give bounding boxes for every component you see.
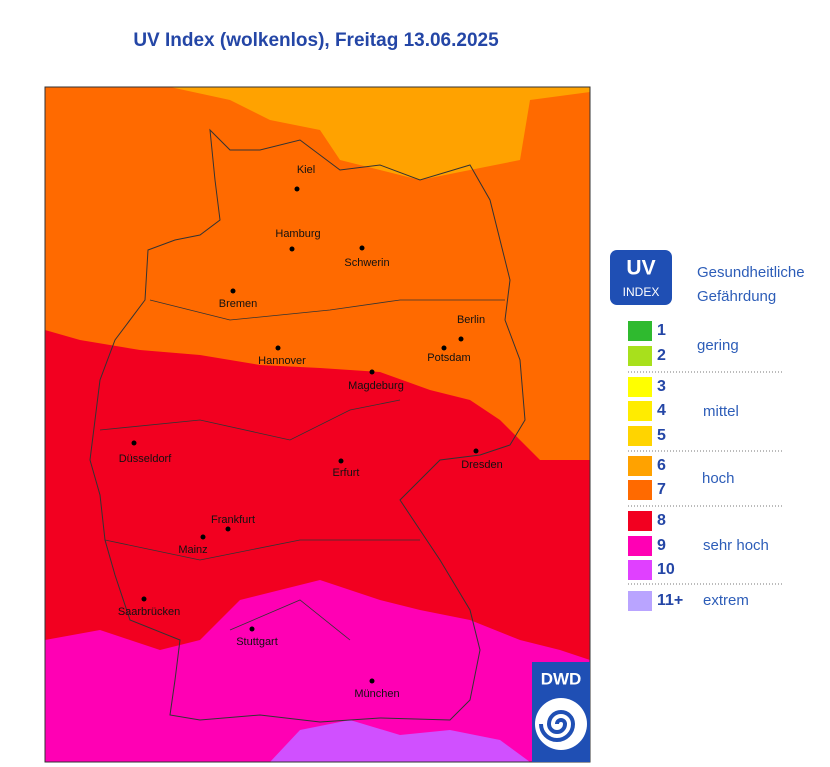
- city-label: München: [354, 688, 399, 700]
- city-dot: [225, 526, 231, 532]
- map-frame: [44, 86, 591, 763]
- level-swatch: [628, 536, 652, 556]
- badge-subtitle: INDEX: [623, 285, 660, 299]
- state-borders: [99, 299, 505, 641]
- city-label: Magdeburg: [348, 380, 404, 392]
- dwd-logo: DWD: [532, 662, 590, 762]
- level-label: 11+: [657, 592, 683, 609]
- logo-text: DWD: [541, 669, 582, 688]
- city-label: Kiel: [297, 164, 315, 176]
- city-label: Frankfurt: [211, 514, 255, 526]
- germany-outline: [89, 128, 526, 723]
- city-dot: [359, 245, 365, 251]
- city-dot: [473, 448, 479, 454]
- level-label: 2: [657, 347, 666, 364]
- legend-heading: Gefährdung: [697, 288, 776, 305]
- group-label: sehr hoch: [703, 537, 769, 554]
- city-dot: [230, 288, 236, 294]
- city-label: Berlin: [457, 314, 485, 326]
- cities: Kiel Hamburg Schwerin Bremen Berlin Potsdam Ha…: [118, 164, 503, 700]
- level-label: 9: [657, 537, 666, 554]
- level-swatch: [628, 426, 652, 446]
- city-label: Erfurt: [333, 467, 360, 479]
- map: [45, 87, 590, 762]
- level-label: 3: [657, 378, 666, 395]
- level-label: 1: [657, 322, 666, 339]
- badge-title: UV: [626, 257, 655, 280]
- level-label: 5: [657, 427, 666, 444]
- uv-badge: [610, 250, 672, 305]
- level-swatch: [628, 456, 652, 476]
- level-label: 10: [657, 561, 675, 578]
- level-swatch: [628, 346, 652, 366]
- city-label: Düsseldorf: [119, 453, 173, 465]
- level-swatch: [628, 321, 652, 341]
- city-dot: [369, 369, 375, 375]
- city-dot: [275, 345, 281, 351]
- legend: UV INDEX Gesundheitliche Gefährdung 1 2 3 4…: [610, 250, 805, 611]
- city-label: Dresden: [461, 459, 503, 471]
- level-label: 8: [657, 512, 666, 529]
- city-dot: [249, 626, 255, 632]
- level-swatch: [628, 480, 652, 500]
- group-label: gering: [697, 337, 739, 354]
- city-label: Hannover: [258, 355, 306, 367]
- city-label: Saarbrücken: [118, 606, 180, 618]
- city-label: Schwerin: [344, 257, 389, 269]
- level-swatch: [628, 511, 652, 531]
- city-dot: [458, 336, 464, 342]
- city-dot: [289, 246, 295, 252]
- level-swatch: [628, 591, 652, 611]
- group-label: mittel: [703, 403, 739, 420]
- level-swatch: [628, 560, 652, 580]
- zone-6: [170, 87, 590, 180]
- city-dot: [441, 345, 447, 351]
- level-label: 4: [657, 402, 666, 419]
- level-label: 7: [657, 481, 666, 498]
- group-label: extrem: [703, 592, 749, 609]
- title: UV Index (wolkenlos), Freitag 13.06.2025: [133, 30, 499, 51]
- zone-10: [270, 720, 530, 762]
- level-swatch: [628, 377, 652, 397]
- city-label: Hamburg: [275, 228, 320, 240]
- city-label: Bremen: [219, 298, 258, 310]
- city-dot: [338, 458, 344, 464]
- city-dot: [141, 596, 147, 602]
- city-label: Mainz: [178, 544, 207, 556]
- group-label: hoch: [702, 470, 735, 487]
- city-label: Stuttgart: [236, 636, 278, 648]
- city-dot: [200, 534, 206, 540]
- city-dot: [131, 440, 137, 446]
- legend-heading: Gesundheitliche: [697, 264, 805, 281]
- city-dot: [294, 186, 300, 192]
- levels: 1 2 3 4 5 6 7 8 9 10 11+ gering mittel hoch sehr hoch e…: [628, 321, 782, 611]
- logo-swirl: [539, 710, 576, 742]
- city-label: Potsdam: [427, 352, 470, 364]
- level-swatch: [628, 401, 652, 421]
- level-label: 6: [657, 457, 666, 474]
- city-dot: [369, 678, 375, 684]
